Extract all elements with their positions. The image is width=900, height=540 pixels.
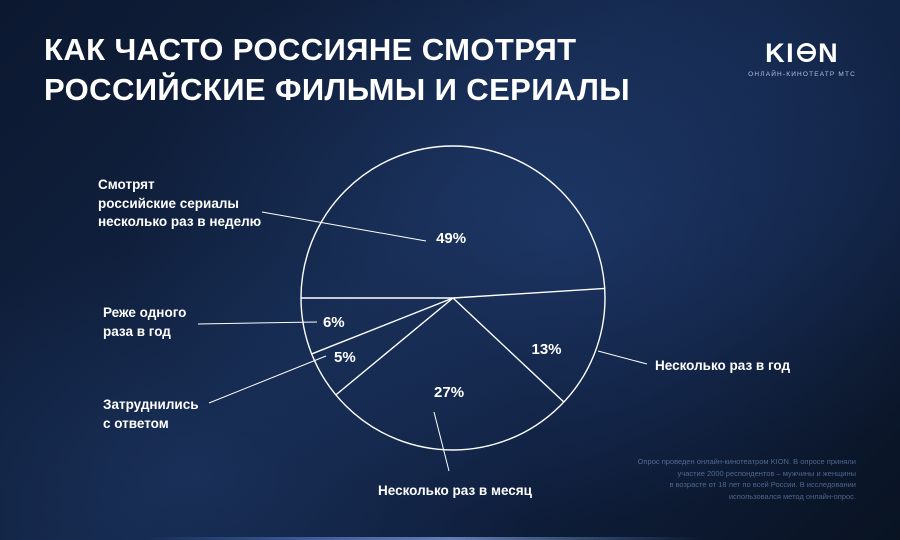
slice-value-label: 27% <box>434 384 464 401</box>
slice-value-label: 49% <box>436 230 466 247</box>
page-title: КАК ЧАСТО РОССИЯНЕ СМОТРЯТ РОССИЙСКИЕ ФИ… <box>44 32 630 107</box>
slice-divider-line <box>335 297 454 396</box>
callout-undecided: Затруднились с ответом <box>103 397 199 431</box>
survey-footnote: Опрос проведен онлайн-кинотеатром KION. … <box>637 457 856 501</box>
kion-logo: KI N ОНЛАЙН-КИНОТЕАТР МТС <box>748 40 856 79</box>
callout-yearly: Несколько раз в год <box>655 358 791 373</box>
callout-leader-line <box>208 355 327 404</box>
slice-value-label: 13% <box>531 341 561 358</box>
callout-weekly: Смотрят российские сериалы несколько раз… <box>98 177 262 230</box>
logo-text-ki: KI <box>765 38 796 68</box>
kion-o-icon <box>797 43 817 62</box>
slice-divider-line <box>452 297 565 403</box>
slice-divider-line <box>311 297 454 355</box>
logo-subtitle: ОНЛАЙН-КИНОТЕАТР МТС <box>748 71 856 78</box>
slice-value-label: 6% <box>323 314 345 331</box>
callout-monthly: Несколько раз в месяц <box>378 483 532 498</box>
callout-leader-line <box>433 411 450 472</box>
slice-value-label: 5% <box>334 349 356 366</box>
bottom-glow-decoration <box>144 537 702 540</box>
callout-leader-line <box>597 350 648 365</box>
pie-outline <box>300 145 606 451</box>
callout-leader-line <box>197 321 318 325</box>
kion-wordmark: KI N <box>765 40 839 67</box>
logo-text-n: N <box>818 38 840 68</box>
callout-leader-line <box>261 211 427 242</box>
callout-less-than-yearly: Реже одного раза в год <box>103 305 187 339</box>
slice-divider-line <box>452 287 605 299</box>
